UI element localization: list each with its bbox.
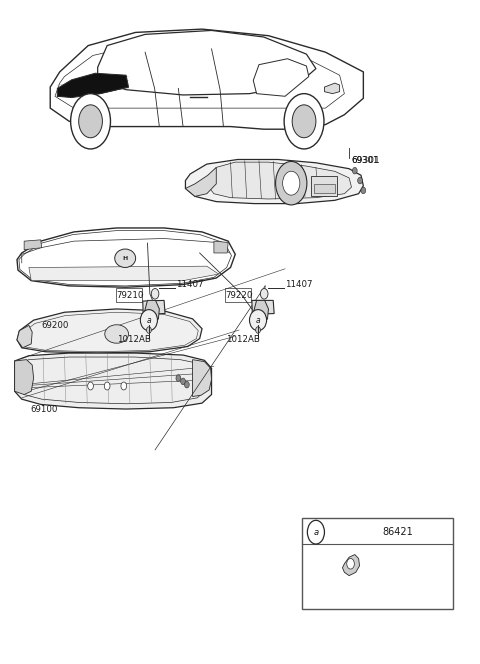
Ellipse shape bbox=[105, 325, 129, 343]
Circle shape bbox=[361, 187, 366, 194]
Polygon shape bbox=[17, 325, 32, 348]
Text: 69301: 69301 bbox=[351, 156, 379, 165]
Polygon shape bbox=[17, 309, 202, 353]
Polygon shape bbox=[192, 360, 212, 396]
Polygon shape bbox=[17, 228, 235, 288]
Ellipse shape bbox=[115, 249, 136, 268]
Circle shape bbox=[284, 94, 324, 149]
Text: 11407: 11407 bbox=[176, 280, 204, 289]
Text: a: a bbox=[313, 528, 318, 537]
Circle shape bbox=[352, 167, 357, 174]
Circle shape bbox=[121, 382, 127, 390]
Text: H: H bbox=[122, 256, 128, 261]
Text: 69301: 69301 bbox=[351, 156, 380, 165]
Bar bbox=[225, 288, 251, 302]
Text: 69200: 69200 bbox=[42, 321, 69, 330]
Circle shape bbox=[347, 558, 354, 569]
Circle shape bbox=[151, 289, 159, 299]
Polygon shape bbox=[185, 159, 363, 204]
Polygon shape bbox=[253, 58, 309, 96]
Bar bbox=[311, 176, 337, 196]
Circle shape bbox=[146, 327, 151, 333]
Polygon shape bbox=[29, 266, 219, 281]
Circle shape bbox=[276, 161, 307, 205]
Polygon shape bbox=[208, 162, 351, 199]
Circle shape bbox=[184, 381, 189, 388]
Text: 69100: 69100 bbox=[30, 405, 58, 414]
Text: a: a bbox=[146, 315, 151, 325]
Circle shape bbox=[176, 374, 180, 381]
Polygon shape bbox=[214, 241, 228, 253]
Polygon shape bbox=[50, 29, 363, 129]
Circle shape bbox=[292, 105, 316, 137]
Polygon shape bbox=[324, 83, 340, 94]
Text: 79210: 79210 bbox=[117, 291, 144, 300]
Circle shape bbox=[283, 171, 300, 195]
Circle shape bbox=[71, 94, 110, 149]
Text: a: a bbox=[256, 315, 260, 325]
Circle shape bbox=[180, 378, 185, 384]
Circle shape bbox=[104, 382, 110, 390]
Ellipse shape bbox=[250, 309, 266, 331]
Polygon shape bbox=[14, 353, 212, 409]
Circle shape bbox=[261, 289, 268, 299]
Bar bbox=[313, 184, 335, 193]
Polygon shape bbox=[97, 31, 316, 95]
Polygon shape bbox=[14, 360, 34, 394]
Polygon shape bbox=[57, 73, 129, 98]
Polygon shape bbox=[143, 300, 159, 324]
Circle shape bbox=[79, 105, 102, 137]
Bar bbox=[301, 518, 454, 608]
Polygon shape bbox=[342, 554, 360, 576]
Polygon shape bbox=[185, 167, 216, 197]
Polygon shape bbox=[143, 300, 165, 314]
Text: 1012AB: 1012AB bbox=[226, 335, 260, 345]
Circle shape bbox=[256, 327, 261, 333]
Circle shape bbox=[307, 521, 324, 544]
Bar bbox=[116, 288, 142, 302]
Polygon shape bbox=[252, 300, 268, 324]
Text: 86421: 86421 bbox=[383, 527, 413, 537]
Ellipse shape bbox=[140, 309, 157, 331]
Polygon shape bbox=[24, 240, 42, 250]
Text: 11407: 11407 bbox=[285, 280, 312, 289]
Circle shape bbox=[358, 177, 362, 184]
Circle shape bbox=[88, 382, 94, 390]
Text: 1012AB: 1012AB bbox=[117, 335, 151, 345]
Text: 79220: 79220 bbox=[225, 291, 252, 300]
Polygon shape bbox=[252, 300, 274, 314]
